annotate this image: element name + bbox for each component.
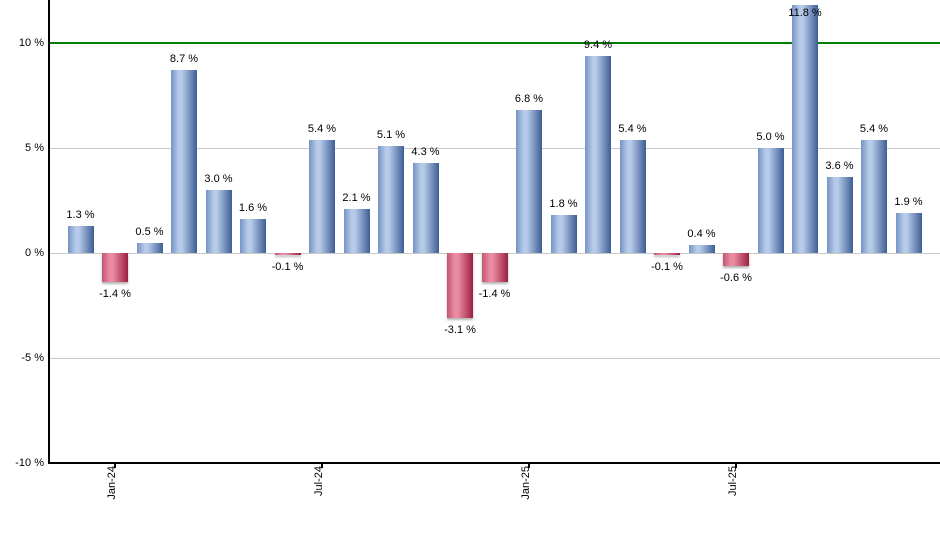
bar	[688, 244, 715, 253]
bar	[861, 139, 887, 253]
bar-value-label: 3.6 %	[825, 160, 854, 173]
bar-value-label: 5.4 %	[859, 122, 889, 135]
bar	[447, 253, 473, 319]
bar	[136, 242, 163, 253]
y-axis-tick-label: 10 %	[18, 37, 44, 49]
bar	[792, 5, 818, 253]
x-axis-line	[48, 462, 940, 464]
bar	[757, 148, 784, 253]
bar-value-label: -1.4 %	[99, 288, 131, 301]
bar-value-label: 5.1 %	[376, 128, 406, 141]
bar	[895, 213, 922, 253]
bar	[240, 219, 266, 253]
gridline	[49, 148, 940, 149]
x-axis-tick-label: Jul-24	[313, 466, 325, 496]
x-axis-tick-label: Jan-24	[106, 466, 118, 500]
y-axis-tick-label: -5 %	[21, 352, 44, 364]
bar	[274, 253, 301, 256]
y-axis-tick-label: 0 %	[25, 247, 44, 259]
bar-value-label: 5.0 %	[756, 131, 785, 143]
x-axis-tick	[735, 463, 737, 468]
bar-value-label: -0.1 %	[651, 261, 683, 274]
bar	[205, 190, 232, 253]
bar	[378, 145, 404, 253]
bar-value-label: 6.8 %	[514, 93, 544, 106]
bar-value-label: 8.7 %	[169, 53, 199, 66]
bar-value-label: -0.1 %	[271, 261, 304, 274]
bar	[723, 253, 749, 266]
gridline	[49, 358, 940, 359]
bar-value-label: -3.1 %	[444, 324, 476, 337]
bar-value-label: 3.0 %	[204, 173, 233, 185]
bar	[826, 177, 853, 253]
bar-value-label: 9.4 %	[583, 38, 613, 51]
bar	[585, 55, 611, 253]
bar	[343, 208, 370, 253]
bar	[481, 253, 508, 283]
x-axis-tick	[321, 463, 323, 468]
bar	[67, 225, 94, 253]
bar	[619, 139, 646, 253]
bar-value-label: 1.8 %	[549, 198, 578, 211]
bar	[516, 110, 542, 253]
y-axis-tick-label: -10 %	[15, 457, 44, 469]
x-axis-tick-label: Jul-25	[727, 466, 739, 496]
threshold-line-10pct	[49, 42, 940, 44]
y-axis-tick-label: 5 %	[25, 142, 44, 154]
y-axis-line	[48, 0, 50, 464]
bar	[309, 139, 335, 253]
bar-value-label: 1.3 %	[66, 208, 95, 221]
bar-value-label: 0.4 %	[687, 227, 716, 240]
bar-value-label: 5.4 %	[307, 122, 337, 135]
x-axis-tick	[528, 463, 530, 468]
bar	[654, 253, 680, 256]
bar-value-label: 2.1 %	[342, 191, 371, 204]
bar-value-label: 11.8 %	[788, 7, 822, 19]
bar-value-label: 4.3 %	[411, 145, 440, 158]
bar-value-label: -1.4 %	[478, 288, 511, 301]
x-axis-tick	[114, 463, 116, 468]
bar-value-label: -0.6 %	[720, 271, 752, 284]
bar	[550, 215, 577, 253]
bar-value-label: 0.5 %	[135, 225, 164, 238]
x-axis-tick-label: Jan-25	[520, 466, 532, 500]
bar-value-label: 5.4 %	[618, 122, 647, 135]
bar-value-label: 1.9 %	[894, 196, 923, 209]
bar	[412, 162, 439, 253]
bar	[171, 70, 197, 253]
bar-value-label: 1.6 %	[238, 202, 268, 215]
bar	[102, 253, 128, 283]
